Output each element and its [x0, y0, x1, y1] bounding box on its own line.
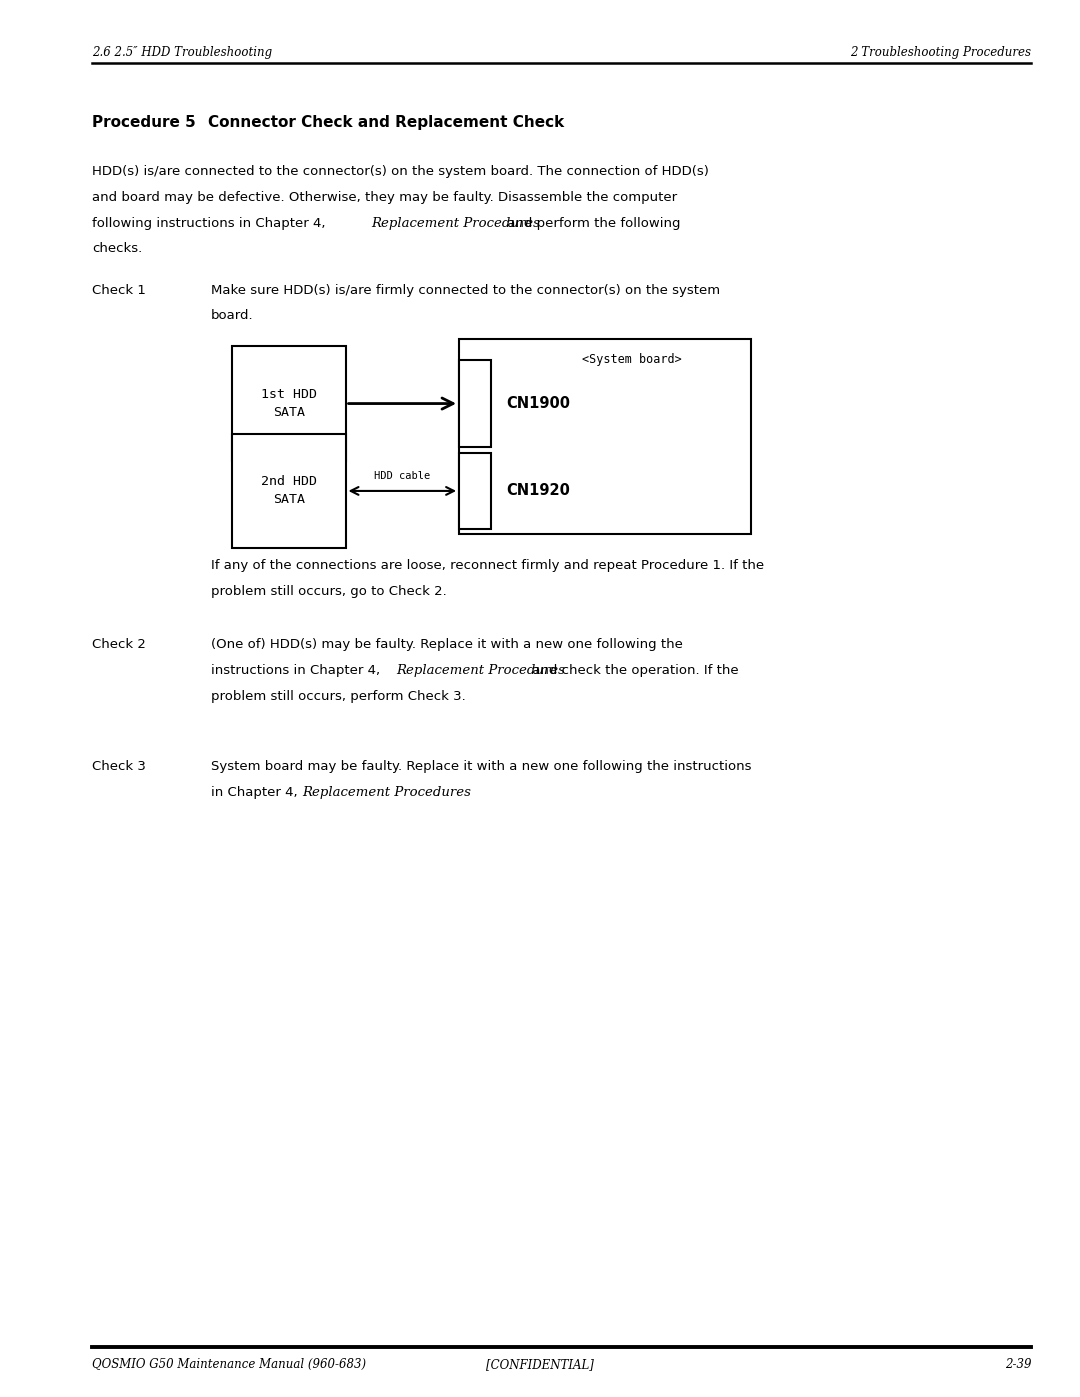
Text: CN1920: CN1920 — [507, 483, 570, 499]
Text: If any of the connections are loose, reconnect firmly and repeat Procedure 1. If: If any of the connections are loose, rec… — [211, 559, 764, 571]
Text: Replacement Procedures: Replacement Procedures — [396, 664, 565, 678]
Text: Replacement Procedures: Replacement Procedures — [372, 217, 540, 229]
Text: Check 1: Check 1 — [92, 284, 146, 296]
Text: Connector Check and Replacement Check: Connector Check and Replacement Check — [187, 115, 564, 130]
Text: and check the operation. If the: and check the operation. If the — [528, 664, 739, 678]
Text: Make sure HDD(s) is/are firmly connected to the connector(s) on the system: Make sure HDD(s) is/are firmly connected… — [211, 284, 719, 296]
Text: problem still occurs, perform Check 3.: problem still occurs, perform Check 3. — [211, 690, 465, 703]
Text: Replacement Procedures: Replacement Procedures — [302, 785, 471, 799]
Text: checks.: checks. — [92, 243, 143, 256]
Text: System board may be faulty. Replace it with a new one following the instructions: System board may be faulty. Replace it w… — [211, 760, 751, 773]
Bar — [459, 339, 751, 534]
Text: in Chapter 4,: in Chapter 4, — [211, 785, 301, 799]
Text: [CONFIDENTIAL]: [CONFIDENTIAL] — [486, 1358, 594, 1370]
Bar — [459, 360, 491, 447]
Text: 2 Troubleshooting Procedures: 2 Troubleshooting Procedures — [850, 46, 1031, 59]
Bar — [232, 346, 346, 461]
Text: Procedure 5: Procedure 5 — [92, 115, 195, 130]
Text: QOSMIO G50 Maintenance Manual (960-683): QOSMIO G50 Maintenance Manual (960-683) — [92, 1358, 366, 1370]
Text: problem still occurs, go to Check 2.: problem still occurs, go to Check 2. — [211, 584, 446, 598]
Text: <System board>: <System board> — [582, 353, 681, 366]
Text: HDD(s) is/are connected to the connector(s) on the system board. The connection : HDD(s) is/are connected to the connector… — [92, 165, 708, 177]
Text: instructions in Chapter 4,: instructions in Chapter 4, — [211, 664, 384, 678]
Text: 1st HDD
SATA: 1st HDD SATA — [261, 388, 316, 419]
Bar — [459, 453, 491, 529]
Text: 2nd HDD
SATA: 2nd HDD SATA — [261, 475, 316, 507]
Text: HDD cable: HDD cable — [374, 471, 431, 481]
Text: following instructions in Chapter 4,: following instructions in Chapter 4, — [92, 217, 329, 229]
Text: board.: board. — [211, 309, 253, 323]
Text: CN1900: CN1900 — [507, 397, 570, 411]
Text: .: . — [434, 785, 438, 799]
Text: Check 3: Check 3 — [92, 760, 146, 773]
Text: and board may be defective. Otherwise, they may be faulty. Disassemble the compu: and board may be defective. Otherwise, t… — [92, 190, 677, 204]
Text: 2-39: 2-39 — [1004, 1358, 1031, 1370]
Text: (One of) HDD(s) may be faulty. Replace it with a new one following the: (One of) HDD(s) may be faulty. Replace i… — [211, 638, 683, 651]
Bar — [232, 433, 346, 548]
Text: and perform the following: and perform the following — [503, 217, 680, 229]
Text: Check 2: Check 2 — [92, 638, 146, 651]
Text: 2.6 2.5″ HDD Troubleshooting: 2.6 2.5″ HDD Troubleshooting — [92, 46, 272, 59]
